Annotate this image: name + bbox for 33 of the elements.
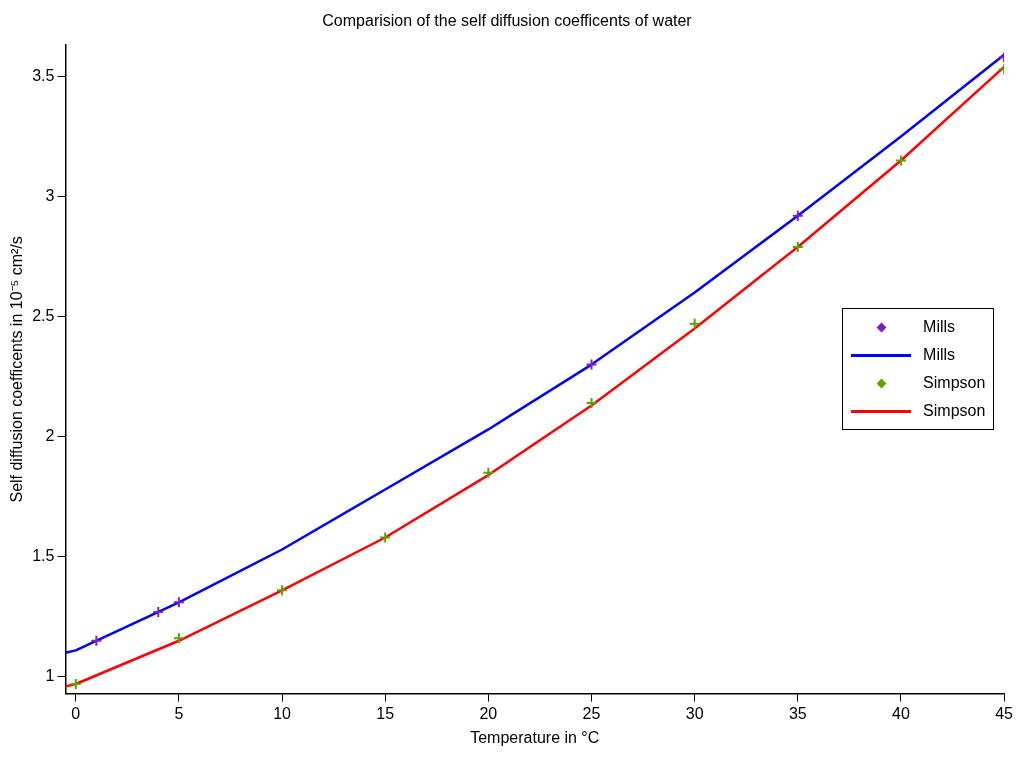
point (379, 531, 392, 544)
y-tick-label: 3.5 (32, 66, 55, 84)
legend-label: Simpson (923, 374, 986, 393)
x-tick-label: 10 (273, 704, 292, 722)
point (791, 209, 804, 222)
y-tick-label: 1 (45, 667, 55, 685)
x-tick-label: 30 (685, 704, 704, 722)
y-tick-label: 2.5 (32, 306, 55, 324)
point (172, 632, 185, 645)
point (276, 584, 289, 597)
point (894, 154, 907, 167)
point (90, 634, 103, 647)
y-tick-label: 2 (45, 427, 55, 445)
y-tick-label: 3 (45, 186, 55, 204)
point (482, 466, 495, 479)
y-tick-label: 1.5 (32, 547, 55, 565)
x-tick-label: 45 (995, 704, 1014, 722)
x-tick-label: 15 (376, 704, 395, 722)
x-tick-label: 5 (174, 704, 184, 722)
x-tick-label: 20 (479, 704, 498, 722)
legend-label: Simpson (923, 402, 986, 421)
chart-title: Comparision of the self diffusion coefficents of water (322, 12, 693, 30)
point (688, 317, 701, 330)
legend-label: Mills (923, 346, 956, 365)
x-tick-label: 25 (582, 704, 601, 722)
point (172, 596, 185, 609)
y-axis-title: Self diffusion coefficents in 10⁻⁵ cm²/s (8, 236, 26, 503)
x-tick-label: 35 (788, 704, 807, 722)
point (585, 358, 598, 371)
x-tick-label: 40 (892, 704, 910, 722)
x-tick-label: 0 (71, 704, 81, 722)
x-axis-title: Temperature in °C (470, 728, 600, 746)
legend-label: Mills (923, 318, 956, 337)
